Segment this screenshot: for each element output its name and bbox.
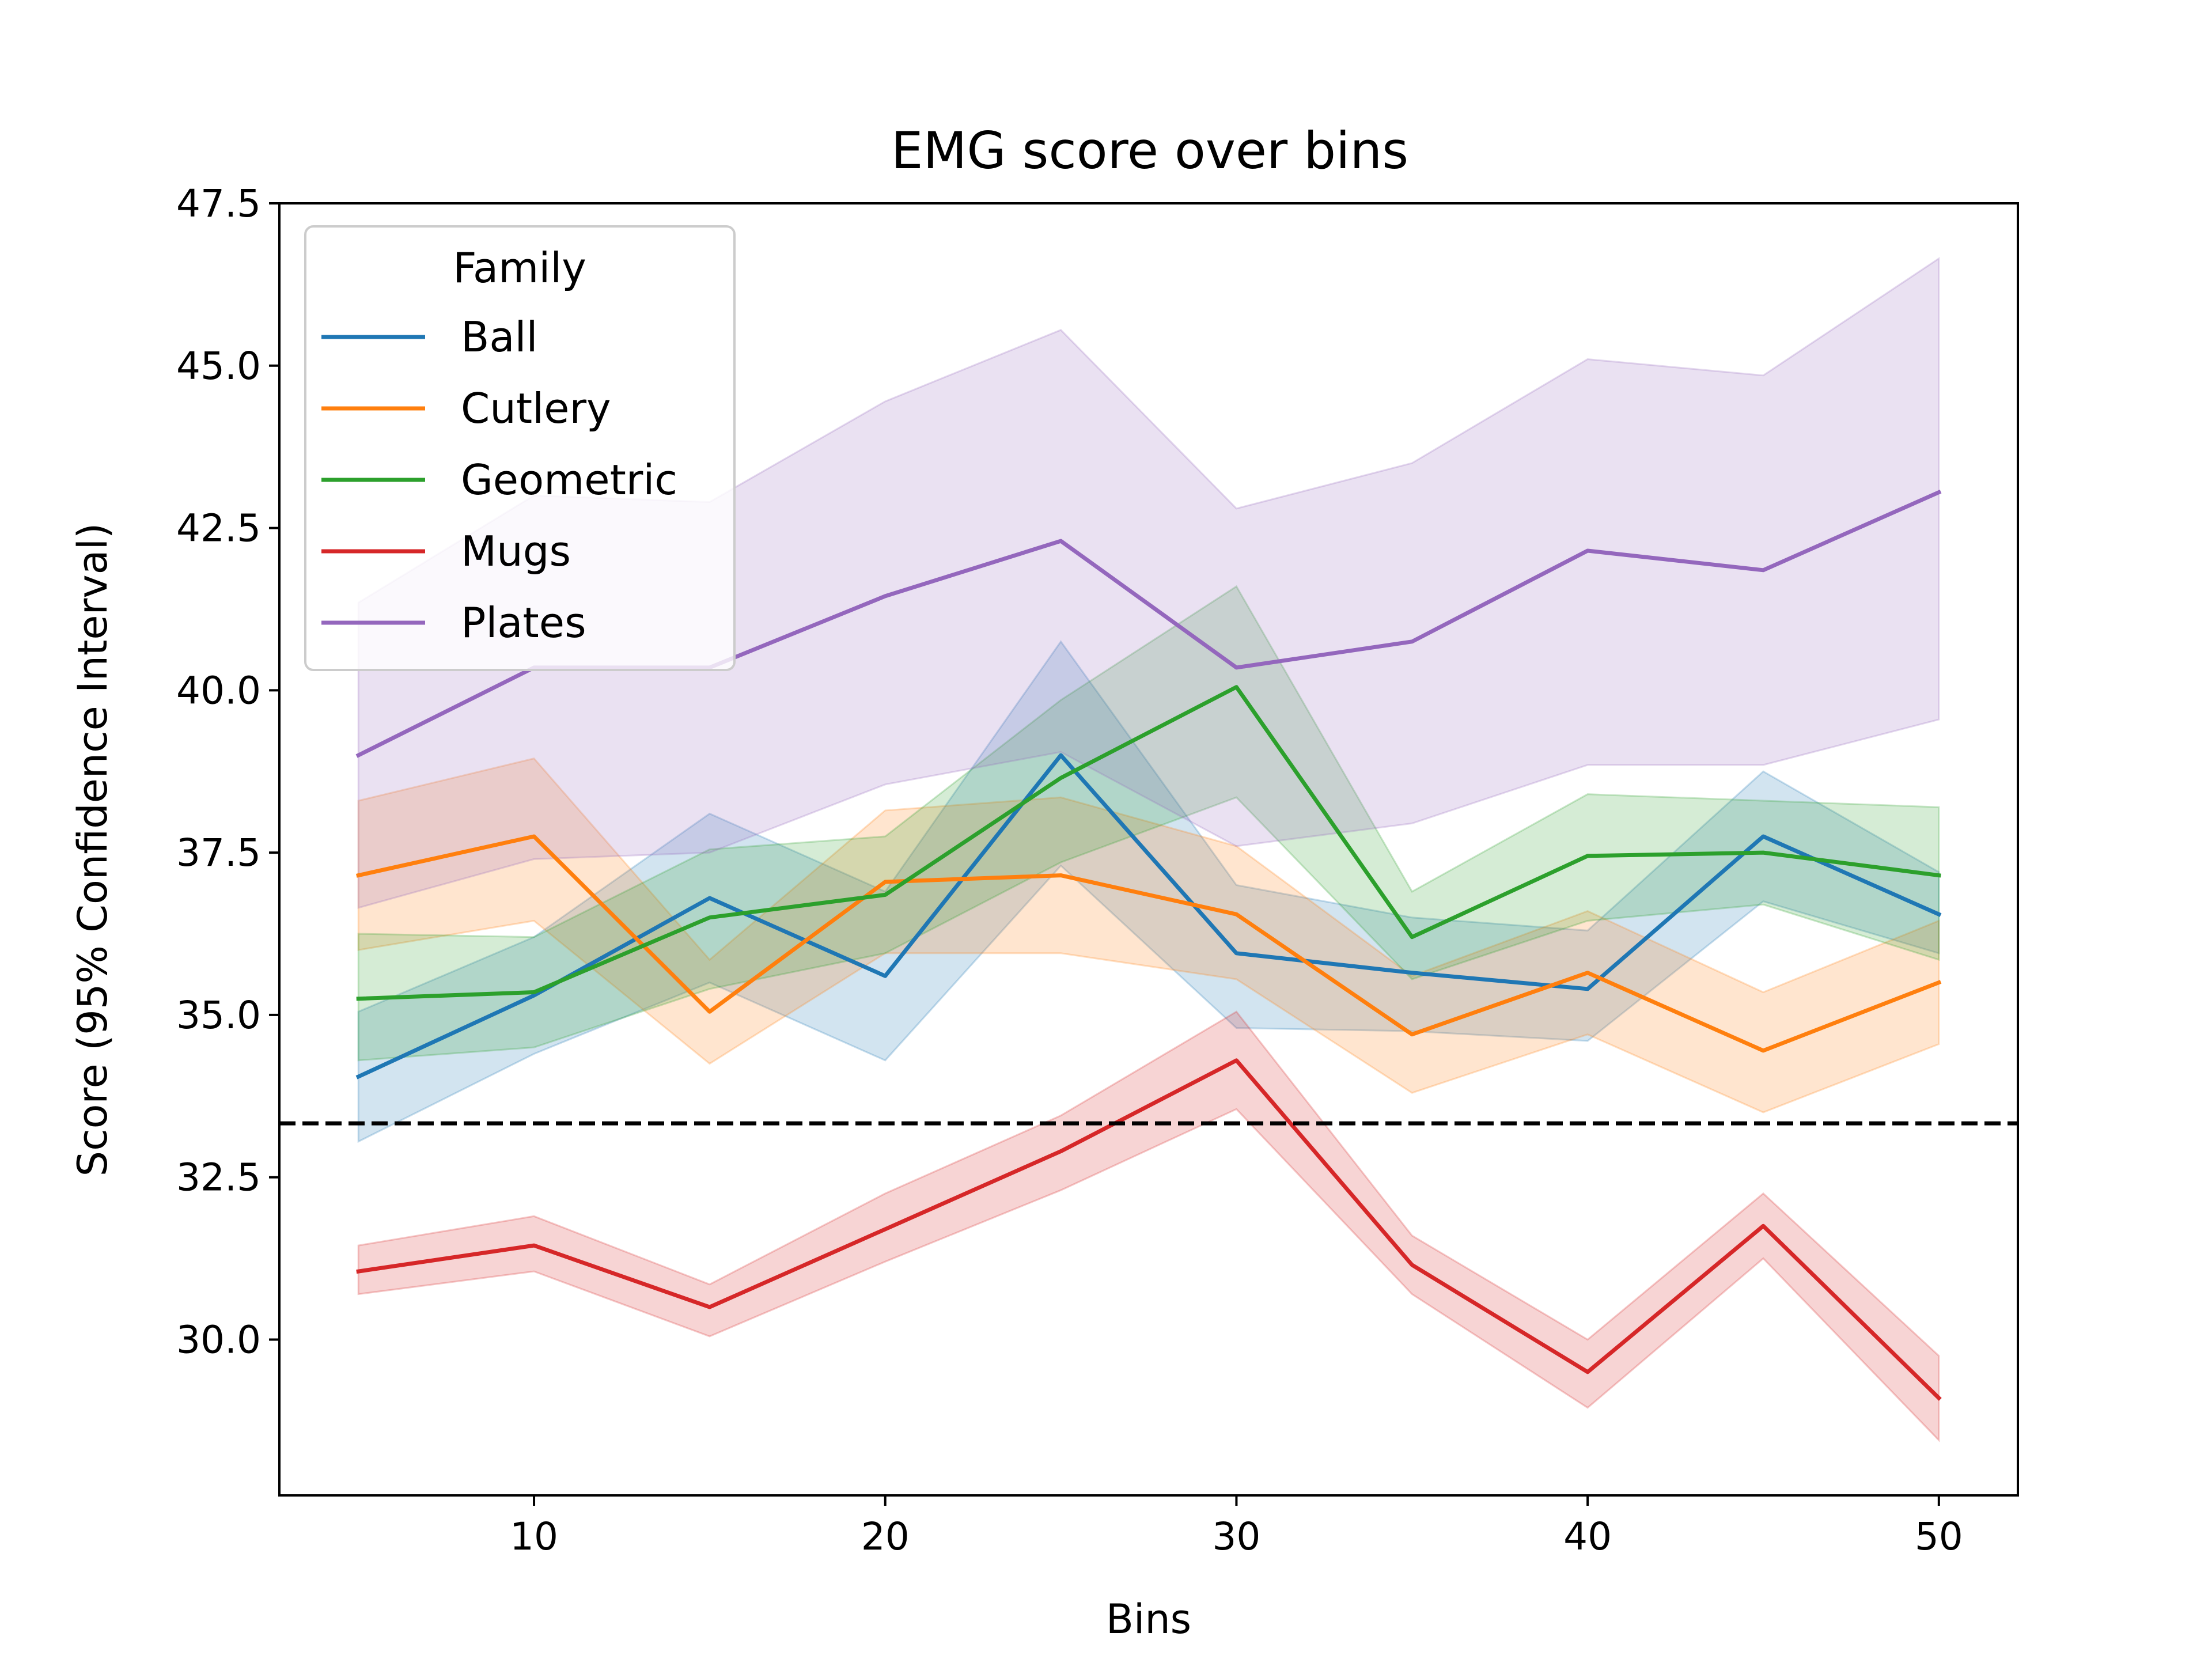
legend-label: Mugs	[461, 527, 571, 575]
plot-area-frame	[278, 202, 2019, 1497]
ci-band-cutlery	[357, 757, 1940, 1113]
legend-item-mugs: Mugs	[321, 527, 571, 575]
y-tick-label: 42.5	[176, 506, 261, 551]
legend-items: Ball Cutlery Geometric Mugs Plates	[321, 313, 677, 647]
series-line-cutlery	[356, 834, 1942, 1053]
y-tick-label: 30.0	[176, 1317, 261, 1362]
ci-band-plates	[357, 256, 1940, 909]
y-axis: 30.0 32.5 35.0 37.5 40.0 42.5 45.0 47.5	[176, 181, 279, 1362]
confidence-bands	[357, 256, 1940, 1442]
x-tick-label: 20	[861, 1514, 910, 1559]
legend-item-ball: Ball	[321, 313, 538, 361]
series-line-ball	[355, 753, 1942, 1080]
legend-item-geometric: Geometric	[321, 456, 677, 504]
x-tick-label: 50	[1915, 1514, 1963, 1559]
legend-title: Family	[453, 244, 586, 292]
x-axis: 10 20 30 40 50	[510, 1495, 1963, 1559]
legend-item-plates: Plates	[321, 599, 586, 647]
y-tick-label: 37.5	[176, 831, 261, 875]
x-tick-label: 10	[510, 1514, 558, 1559]
y-tick-label: 32.5	[176, 1156, 261, 1200]
series-line-geometric	[356, 685, 1941, 1001]
legend-label: Plates	[461, 599, 586, 647]
series-line-mugs	[356, 1058, 1942, 1401]
x-tick-label: 40	[1563, 1514, 1612, 1559]
legend-label: Ball	[461, 313, 538, 361]
y-tick-label: 47.5	[176, 181, 261, 226]
y-tick-label: 35.0	[176, 993, 261, 1037]
ci-band-ball	[357, 640, 1940, 1143]
ci-band-mugs	[357, 1010, 1940, 1442]
y-axis-label: Score (95% Confidence Interval)	[69, 523, 116, 1177]
legend: Family Ball Cutlery Geometric Mugs Plates	[304, 225, 736, 671]
legend-label: Geometric	[461, 456, 677, 504]
x-tick-label: 30	[1212, 1514, 1260, 1559]
y-tick-label: 45.0	[176, 344, 261, 388]
legend-label: Cutlery	[461, 384, 611, 433]
ci-band-geometric	[357, 585, 1940, 1062]
legend-item-cutlery: Cutlery	[321, 384, 611, 433]
chart-title: EMG score over bins	[891, 121, 1408, 180]
y-tick-label: 40.0	[176, 668, 261, 713]
x-axis-label: Bins	[1106, 1596, 1191, 1643]
